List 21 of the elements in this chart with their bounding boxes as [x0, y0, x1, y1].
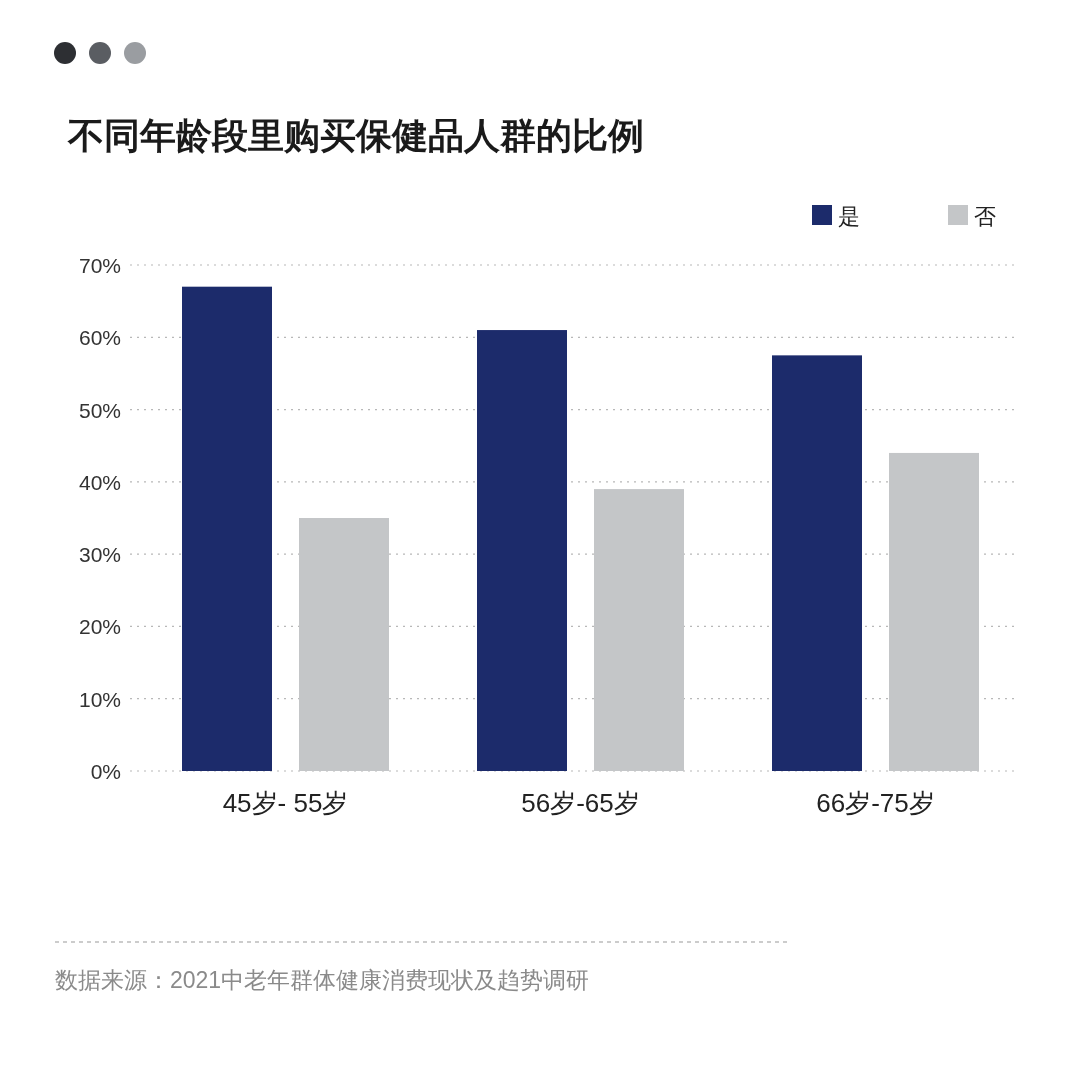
bar — [477, 330, 567, 771]
bar — [594, 489, 684, 771]
y-tick-label: 30% — [78, 543, 121, 567]
y-tick-label: 50% — [78, 398, 121, 422]
y-tick-label: 70% — [78, 254, 121, 277]
bar — [889, 452, 979, 771]
legend-label: 是 — [838, 204, 860, 229]
y-tick-label: 20% — [78, 615, 121, 639]
x-tick-label: 45岁- 55岁 — [222, 788, 349, 818]
chart-title: 不同年龄段里购买保健品人群的比例 — [67, 115, 644, 156]
bar — [772, 355, 862, 771]
y-tick-label: 0% — [90, 760, 121, 783]
bar — [299, 518, 389, 771]
y-tick-label: 60% — [78, 326, 121, 350]
y-tick-label: 10% — [78, 687, 121, 711]
y-tick-label: 40% — [78, 470, 121, 494]
x-tick-label: 56岁-65岁 — [521, 788, 640, 818]
bar — [182, 286, 272, 771]
source-note: 数据来源：2021中老年群体健康消费现状及趋势调研 — [55, 967, 590, 993]
x-tick-label: 66岁-75岁 — [816, 788, 935, 818]
legend-label: 否 — [974, 204, 996, 229]
